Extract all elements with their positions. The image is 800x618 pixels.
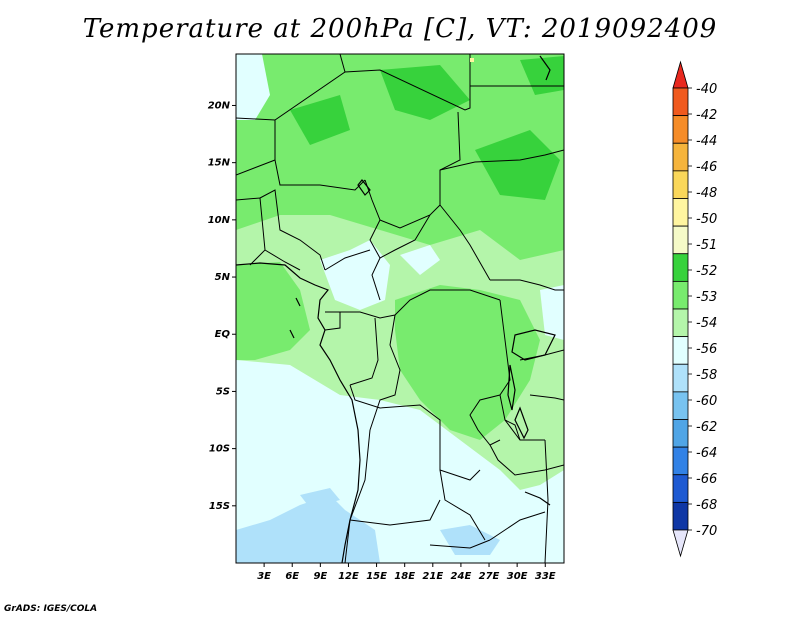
lon-tick-label: 27E	[479, 571, 500, 582]
lon-tick-label: 21E	[422, 571, 443, 582]
legend-swatch	[672, 198, 689, 227]
legend-swatch	[672, 253, 689, 282]
map-frame	[235, 53, 565, 564]
legend-label: -53	[696, 290, 717, 305]
lat-tick-label: 10S	[209, 444, 230, 455]
legend-label: -58	[696, 368, 717, 383]
legend-label: -68	[696, 498, 717, 513]
lat-tick-label: 20N	[208, 100, 231, 111]
lon-tick-label: 6E	[285, 571, 299, 582]
lon-tick-label: 18E	[394, 571, 415, 582]
lat-tick-label: 5S	[216, 386, 230, 397]
legend-arrow-top	[672, 60, 689, 89]
legend-label: -66	[696, 472, 717, 487]
legend-swatch	[672, 87, 689, 117]
legend-label: -54	[696, 316, 717, 331]
latitude-axis: 20N 15N 10N 5N EQ 5S 10S 15S	[208, 100, 236, 512]
legend-label: -62	[696, 420, 717, 435]
legend-label: -44	[696, 134, 717, 149]
legend-label: -48	[696, 186, 717, 201]
legend-label: -56	[696, 342, 717, 357]
legend-label: -46	[696, 160, 717, 175]
legend-swatch	[672, 308, 689, 338]
legend-label: -70	[696, 524, 717, 539]
lat-tick-label: 10N	[208, 215, 231, 226]
lon-tick-label: 15E	[366, 571, 387, 582]
legend-swatch	[672, 419, 689, 448]
temperature-field	[236, 54, 564, 563]
color-legend: -40 -42 -44 -46 -48 -50 -51 -52 -53 -54 -56 -58 -60 -…	[672, 60, 717, 558]
legend-label: -40	[696, 82, 717, 97]
coastlines	[236, 55, 556, 563]
legend-label: -42	[696, 108, 717, 123]
longitude-axis: 3E 6E 9E 12E 15E 18E 21E 24E 27E 30E 33E	[257, 563, 556, 582]
grads-credit: GrADS: IGES/COLA	[4, 604, 98, 614]
lon-tick-label: 30E	[507, 571, 528, 582]
legend-swatch	[672, 280, 689, 310]
legend-label: -64	[696, 446, 717, 461]
chart-title: Temperature at 200hPa [C], VT: 201909240…	[82, 14, 718, 44]
lon-tick-label: 24E	[451, 571, 472, 582]
lat-tick-label: 5N	[215, 272, 231, 283]
lon-tick-label: 3E	[257, 571, 271, 582]
lon-tick-label: 9E	[313, 571, 327, 582]
legend-swatch	[672, 115, 689, 144]
legend-label: -52	[696, 264, 717, 279]
lat-tick-label: 15S	[209, 501, 230, 512]
legend-swatch	[672, 474, 689, 503]
legend-swatch	[672, 225, 689, 255]
legend-swatch	[672, 391, 689, 420]
lon-tick-label: 12E	[338, 571, 359, 582]
legend-swatch	[672, 336, 689, 365]
legend-swatch	[672, 501, 689, 531]
lat-tick-label: 15N	[208, 158, 231, 169]
lon-tick-label: 33E	[535, 571, 556, 582]
legend-arrow-bottom	[672, 529, 689, 558]
legend-label: -51	[696, 238, 717, 253]
lat-tick-label: EQ	[215, 329, 231, 340]
legend-swatch	[672, 170, 689, 199]
legend-label: -60	[696, 394, 717, 409]
legend-label: -50	[696, 212, 717, 227]
country-borders	[236, 54, 564, 563]
legend-swatch	[672, 142, 689, 172]
warm-spot	[470, 58, 474, 62]
legend-swatch	[672, 363, 689, 393]
legend-swatch	[672, 446, 689, 476]
